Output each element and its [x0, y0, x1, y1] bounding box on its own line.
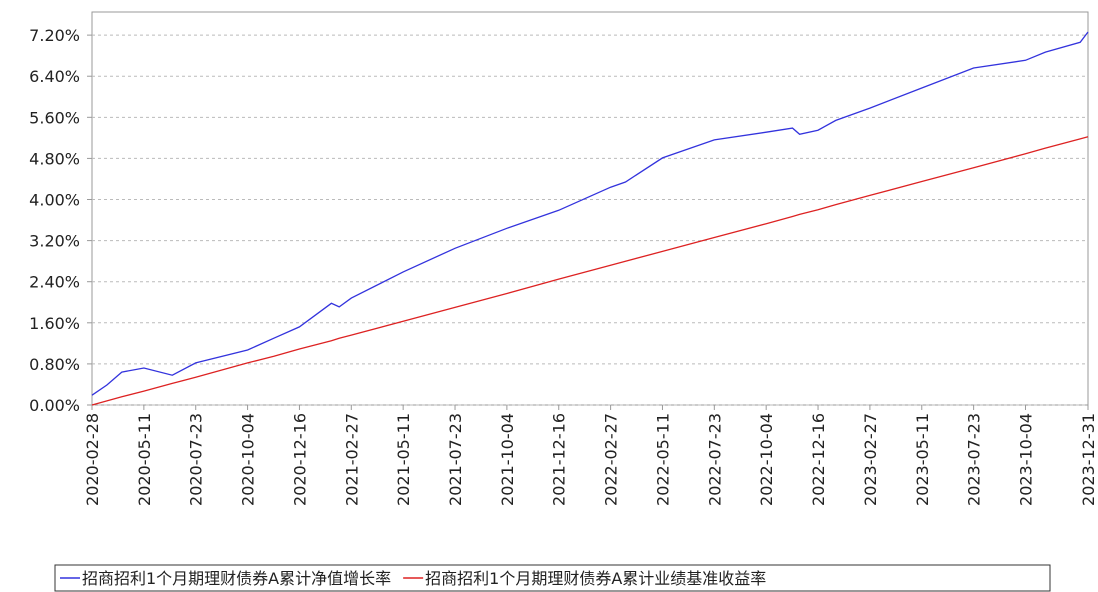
y-tick-label: 0.00%	[29, 396, 80, 415]
y-tick-label: 4.00%	[29, 191, 80, 210]
x-tick-label: 2020-12-16	[290, 413, 309, 506]
x-tick-label: 2020-02-28	[83, 413, 102, 506]
x-tick-label: 2023-07-23	[965, 413, 984, 506]
legend-label: 招商招利1个月期理财债券A累计业绩基准收益率	[425, 569, 766, 588]
legend-box	[54, 564, 1051, 592]
x-tick-label: 2021-05-11	[394, 413, 413, 506]
line-series	[91, 31, 1089, 396]
y-tick-label: 0.80%	[29, 355, 80, 374]
x-tick-label: 2021-07-23	[446, 413, 465, 506]
x-tick-label: 2022-02-27	[602, 413, 621, 506]
x-tick-label: 2023-02-27	[861, 413, 880, 506]
x-tick-label: 2021-10-04	[498, 413, 517, 506]
x-tick-label: 2023-12-31	[1079, 413, 1098, 506]
x-tick-label: 2021-12-16	[550, 413, 569, 506]
line-series	[91, 136, 1089, 406]
x-tick-label: 2020-07-23	[187, 413, 206, 506]
y-tick-label: 4.80%	[29, 149, 80, 168]
x-tick-label: 2023-10-04	[1016, 413, 1035, 506]
y-tick-label: 3.20%	[29, 232, 80, 251]
y-tick-label: 1.60%	[29, 314, 80, 333]
x-tick-label: 2020-10-04	[239, 413, 258, 506]
x-tick-label: 2022-05-11	[653, 413, 672, 506]
y-tick-label: 6.40%	[29, 67, 80, 86]
y-tick-label: 2.40%	[29, 273, 80, 292]
x-tick-label: 2022-12-16	[809, 413, 828, 506]
x-tick-label: 2022-07-23	[705, 413, 724, 506]
x-tick-label: 2020-05-11	[135, 413, 154, 506]
x-tick-label: 2023-05-11	[913, 413, 932, 506]
plot-frame	[91, 11, 1089, 406]
y-tick-label: 7.20%	[29, 26, 80, 45]
x-tick-label: 2022-10-04	[757, 413, 776, 506]
x-tick-label: 2021-02-27	[342, 413, 361, 506]
y-tick-label: 5.60%	[29, 108, 80, 127]
legend-label: 招商招利1个月期理财债券A累计净值增长率	[82, 569, 391, 588]
